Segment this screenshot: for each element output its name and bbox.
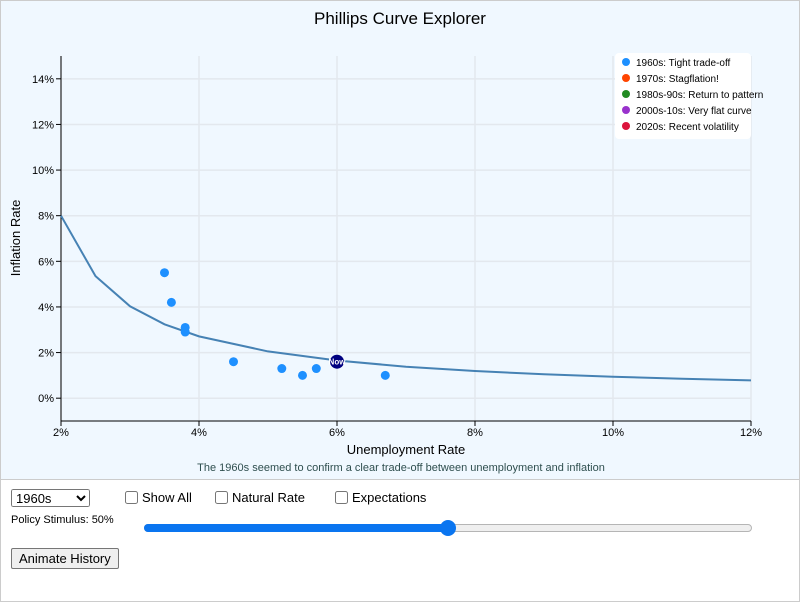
y-tick-label: 10% (32, 165, 54, 177)
current-marker (330, 354, 344, 369)
y-tick-label: 4% (38, 302, 54, 314)
legend-label: 1960s: Tight trade-off (636, 58, 731, 69)
data-point (277, 364, 287, 374)
data-point (298, 370, 307, 380)
slider-fill (144, 524, 448, 532)
stimulus-label: Policy Stimulus: 50% (11, 514, 114, 526)
data-point (180, 327, 190, 337)
legend-marker (622, 58, 630, 66)
legend-label: 1980s-90s: Return to pattern (636, 90, 763, 101)
slider-thumb[interactable] (440, 520, 456, 536)
legend-label: 1970s: Stagflation! (636, 74, 719, 85)
y-tick-label: 2% (38, 348, 54, 360)
data-point (380, 370, 390, 380)
decade-select[interactable]: 1960s (11, 489, 90, 507)
x-tick-label: 2% (53, 427, 69, 439)
data-point (311, 364, 321, 374)
chart-panel: Phillips Curve Explorer 2% 4% 6% 8% 10% 12% 0% 2… (1, 1, 799, 480)
data-point (229, 357, 238, 367)
legend-marker (622, 106, 630, 114)
natural-rate-checkbox[interactable]: Natural Rate (215, 490, 305, 505)
expectations-input[interactable] (335, 491, 348, 504)
data-point (160, 268, 169, 278)
legend-box (615, 53, 751, 139)
natural-rate-input[interactable] (215, 491, 228, 504)
legend-label: 2020s: Recent volatility (636, 122, 739, 133)
current-label: Now (329, 358, 347, 367)
data-point (166, 297, 176, 307)
legend-marker (622, 74, 630, 82)
x-tick-label: 4% (191, 427, 207, 439)
controls-panel: 1960s Show All Natural Rate Expectations… (1, 480, 799, 601)
y-tick-label: 14% (32, 74, 54, 86)
stimulus-slider[interactable] (144, 520, 752, 536)
y-tick-label: 8% (38, 211, 54, 223)
y-tick-label: 0% (38, 393, 54, 405)
chart-title: Phillips Curve Explorer (314, 9, 486, 28)
legend-marker (622, 90, 630, 98)
legend-marker (622, 122, 630, 130)
y-axis-label: Inflation Rate (8, 200, 23, 277)
legend-label: 2000s-10s: Very flat curve (636, 106, 752, 117)
x-tick-label: 10% (602, 427, 624, 439)
x-axis-label: Unemployment Rate (347, 442, 466, 457)
show-all-checkbox[interactable]: Show All (125, 490, 192, 505)
y-tick-label: 12% (32, 119, 54, 131)
natural-rate-label: Natural Rate (232, 490, 305, 505)
x-tick-label: 8% (467, 427, 483, 439)
phillips-chart: Phillips Curve Explorer 2% 4% 6% 8% 10% 12% 0% 2… (8, 9, 763, 474)
x-tick-label: 12% (740, 427, 762, 439)
y-tick-label: 6% (38, 256, 54, 268)
show-all-label: Show All (142, 490, 192, 505)
expectations-checkbox[interactable]: Expectations (335, 490, 426, 505)
animate-history-button[interactable]: Animate History (11, 548, 119, 569)
expectations-label: Expectations (352, 490, 427, 505)
show-all-input[interactable] (125, 491, 138, 504)
x-tick-label: 6% (329, 427, 345, 439)
chart-caption: The 1960s seemed to confirm a clear trad… (197, 462, 605, 474)
phillips-curve (60, 215, 752, 382)
